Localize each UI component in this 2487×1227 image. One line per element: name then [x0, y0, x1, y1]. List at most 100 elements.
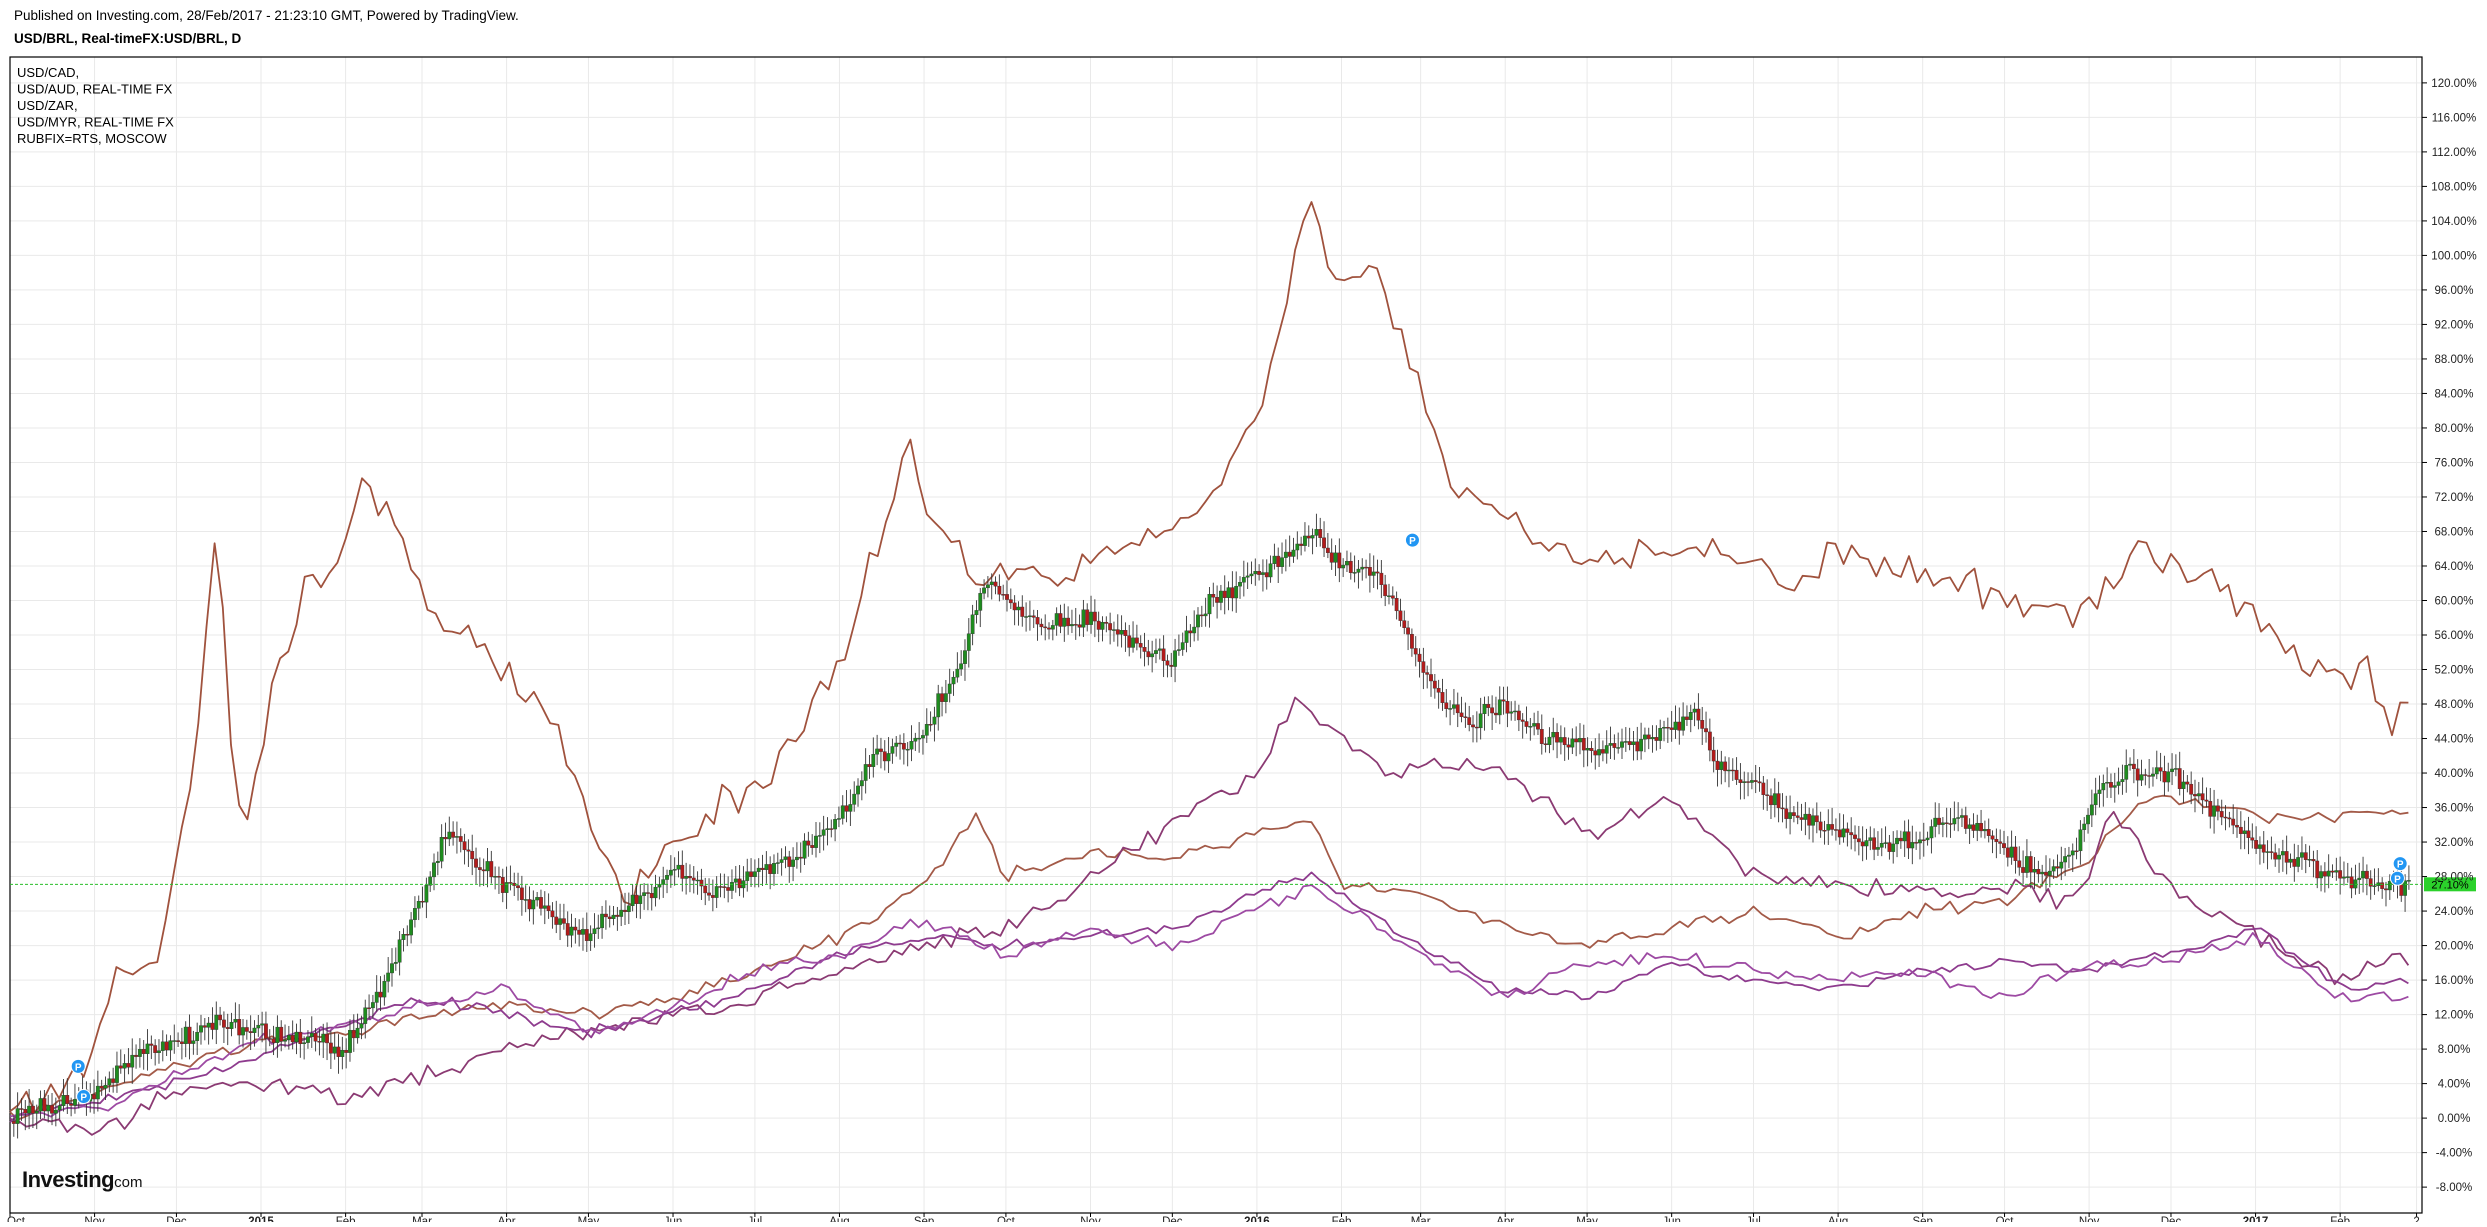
candle-down — [271, 1038, 276, 1043]
candle-up — [1234, 585, 1239, 599]
candle-down — [1516, 710, 1521, 721]
y-tick-label: 96.00% — [2434, 285, 2473, 297]
candle-down — [1077, 624, 1082, 628]
candle-up — [1192, 626, 1197, 634]
candle-down — [2315, 860, 2320, 879]
candle — [1631, 731, 1636, 761]
candle-down — [760, 867, 765, 870]
x-tick-label: Apr — [1496, 1216, 1514, 1222]
candle-down — [187, 1026, 192, 1044]
candle-down — [1104, 621, 1109, 624]
candle-up — [1050, 625, 1055, 630]
candle — [1173, 638, 1177, 683]
candle — [1650, 725, 1655, 753]
candle — [2246, 816, 2251, 855]
candle — [2315, 850, 2320, 889]
candle — [2162, 755, 2167, 796]
candle — [2154, 750, 2159, 780]
candle-up — [115, 1065, 119, 1083]
candle-up — [1620, 741, 1624, 748]
event-marker[interactable]: P — [2392, 856, 2408, 872]
candle-down — [1429, 674, 1433, 682]
candle-down — [2273, 852, 2278, 860]
candle-down — [2147, 775, 2152, 777]
candle-up — [1081, 609, 1086, 628]
candle — [214, 1001, 219, 1045]
candle-down — [844, 805, 849, 812]
candle — [577, 919, 582, 947]
candle — [390, 948, 394, 987]
candle — [1432, 673, 1437, 699]
candle — [565, 911, 570, 947]
event-marker[interactable]: P — [2389, 870, 2405, 886]
x-tick-label: Oct — [1996, 1216, 2015, 1222]
candle-up — [1100, 621, 1105, 630]
candle — [428, 871, 433, 892]
candle-up — [1513, 710, 1517, 713]
candle-up — [2300, 852, 2304, 858]
candle-up — [2296, 857, 2301, 867]
candle — [2131, 749, 2136, 784]
event-marker[interactable]: P — [76, 1089, 92, 1105]
candle-down — [1138, 643, 1143, 648]
candle-down — [1998, 841, 2003, 844]
candle-up — [1356, 568, 1361, 573]
candle-down — [584, 929, 589, 941]
candle-up — [875, 748, 880, 755]
candle — [1012, 595, 1017, 626]
candle-up — [581, 929, 585, 935]
candle — [1142, 632, 1147, 667]
event-marker[interactable]: P — [70, 1058, 86, 1074]
candle-up — [73, 1099, 77, 1106]
candle — [187, 1014, 192, 1060]
candle-down — [149, 1043, 154, 1046]
candle — [294, 1023, 299, 1055]
candle — [1639, 722, 1644, 760]
candle-up — [2082, 823, 2087, 830]
candle-up — [837, 818, 841, 820]
candle — [1578, 723, 1582, 755]
candle-down — [1520, 719, 1525, 722]
candle — [267, 1029, 272, 1047]
candle-down — [2380, 882, 2385, 889]
candle-down — [202, 1025, 207, 1028]
candle — [99, 1079, 104, 1096]
candle — [252, 1020, 257, 1047]
candle — [1092, 599, 1097, 638]
candle-up — [1616, 747, 1621, 749]
candle-up — [909, 741, 914, 750]
candle — [523, 885, 528, 913]
candle-down — [1704, 728, 1708, 733]
candle — [1096, 611, 1101, 643]
candle-up — [485, 861, 490, 872]
candle — [722, 873, 727, 899]
candle — [844, 790, 849, 823]
candle-up — [435, 861, 440, 863]
candle-up — [1719, 761, 1724, 770]
candle — [2173, 754, 2178, 777]
candle — [141, 1040, 146, 1070]
candle-down — [2235, 824, 2239, 828]
candle-down — [1539, 729, 1544, 744]
candle — [1891, 831, 1896, 864]
candle-up — [917, 737, 922, 740]
event-marker[interactable]: P — [1404, 532, 1420, 548]
candle-down — [1031, 615, 1036, 618]
candle-up — [1692, 708, 1697, 713]
candle-down — [1413, 648, 1418, 655]
candle-down — [1073, 624, 1078, 626]
candle-up — [2051, 866, 2056, 872]
candle — [344, 1038, 349, 1069]
candle — [1776, 781, 1781, 823]
candle — [2177, 751, 2182, 796]
candle-up — [1551, 732, 1556, 738]
candle-up — [2154, 767, 2159, 775]
candle-up — [229, 1021, 234, 1029]
candle — [1043, 614, 1048, 641]
candle — [382, 974, 387, 1006]
candle — [1688, 704, 1693, 733]
candle-down — [928, 724, 933, 726]
